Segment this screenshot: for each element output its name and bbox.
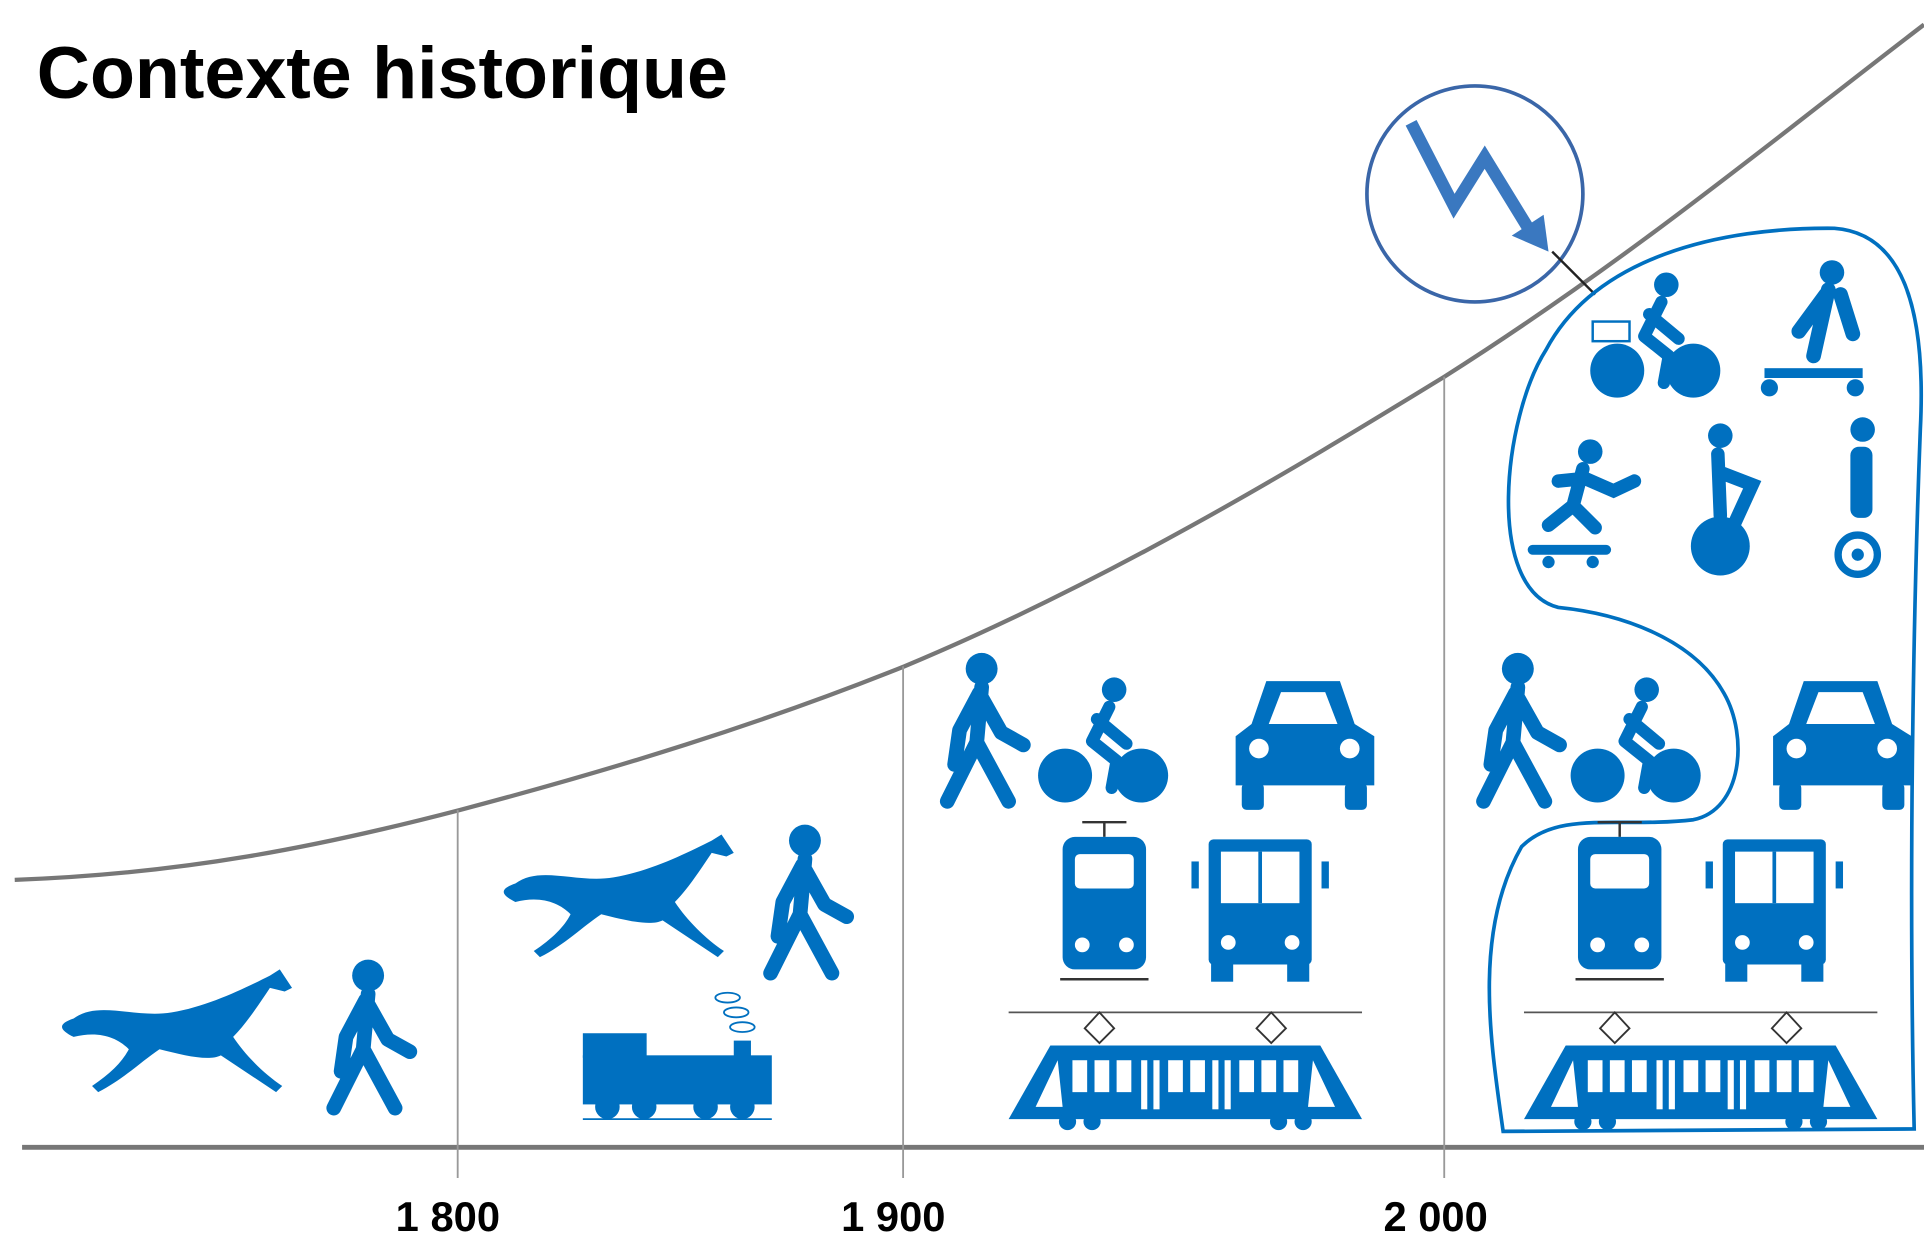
year-label: 1 900	[841, 1193, 945, 1237]
segway	[1691, 423, 1752, 575]
year-label: 2 000	[1383, 1193, 1487, 1237]
break-callout	[1367, 86, 1595, 302]
diagram: Contexte historique 1 800 1 900 2 000	[0, 0, 1924, 1237]
title: Contexte historique	[37, 31, 728, 114]
icons	[62, 260, 1912, 1130]
monowheel	[1838, 417, 1877, 574]
skater	[1528, 439, 1635, 568]
steam-train	[583, 993, 772, 1119]
year-label: 1 800	[396, 1193, 500, 1237]
scooter	[1761, 260, 1864, 396]
